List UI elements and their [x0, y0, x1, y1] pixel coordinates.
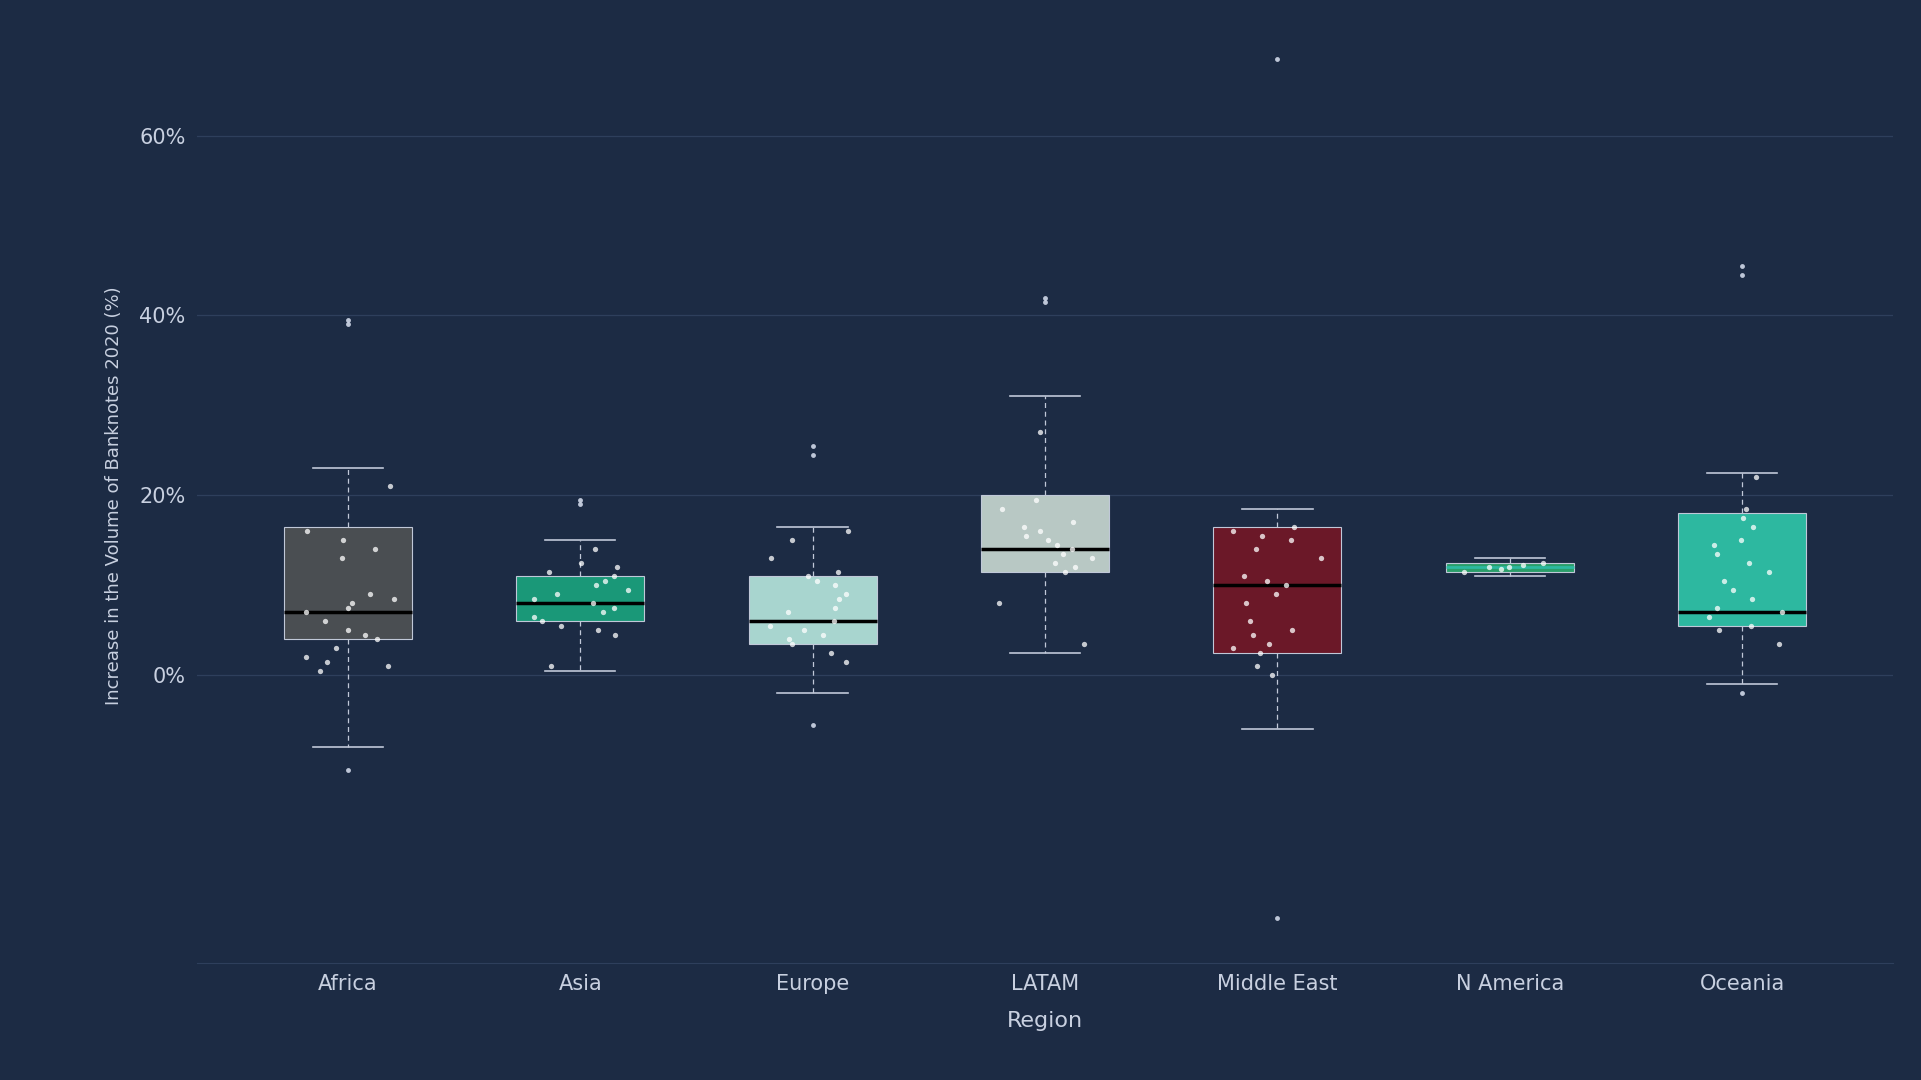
- X-axis label: Region: Region: [1007, 1011, 1083, 1030]
- Bar: [1679, 513, 1806, 625]
- Bar: [284, 527, 411, 639]
- Bar: [982, 496, 1108, 571]
- Bar: [517, 577, 644, 621]
- Bar: [1447, 563, 1573, 571]
- Y-axis label: Increase in the Volume of Banknotes 2020 (%): Increase in the Volume of Banknotes 2020…: [104, 286, 123, 704]
- Bar: [1214, 527, 1341, 652]
- Bar: [749, 577, 876, 644]
